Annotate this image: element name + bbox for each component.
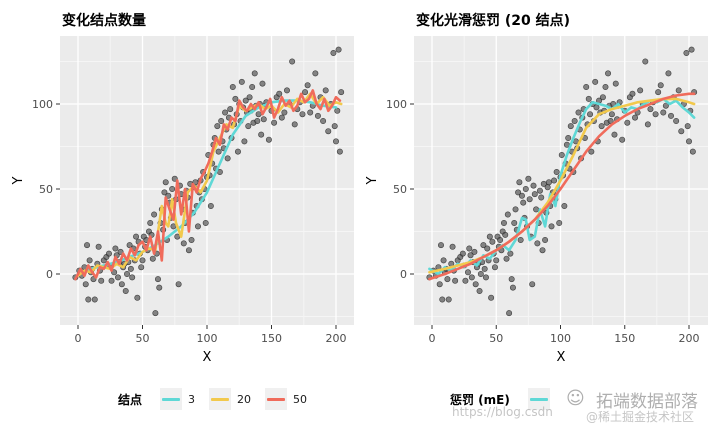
x-tick-label: 200: [326, 332, 347, 345]
x-axis-label: X: [557, 350, 566, 365]
legend-key-3: [160, 388, 183, 410]
swatch-icon: [529, 397, 548, 401]
x-tick-label: 100: [197, 332, 218, 345]
legend-key-50: [265, 388, 288, 410]
y-tick-label: 50: [39, 183, 53, 196]
x-tick-label: 50: [136, 332, 150, 345]
left-chart-title: 变化结点数量: [62, 13, 146, 29]
series-line-50: [74, 89, 342, 281]
left-legend: 结点 3 20 50: [118, 387, 321, 411]
x-tick-label: 100: [550, 332, 571, 345]
legend-title: 结点: [118, 392, 143, 407]
x-tick-label: 50: [489, 332, 503, 345]
y-tick-label: 100: [386, 98, 407, 111]
legend-title: 惩罚 (mE): [450, 392, 510, 407]
x-tick-label: 150: [614, 332, 635, 345]
left-panel: 0 50 100 150 200 0 50 100 X Y: [11, 36, 354, 365]
x-axis-label: X: [203, 350, 212, 365]
swatch-icon: [162, 397, 181, 401]
right-legend: 惩罚 (mE): [450, 387, 556, 411]
x-tick-label: 0: [75, 332, 82, 345]
y-axis-label: Y: [365, 176, 380, 185]
y-tick-label: 0: [46, 268, 53, 281]
series-line-20: [76, 92, 343, 278]
swatch-icon: [211, 397, 230, 401]
legend-label: 50: [293, 392, 308, 406]
y-tick-label: 50: [393, 183, 407, 196]
legend-label: 3: [188, 392, 196, 406]
y-axis-label: Y: [11, 176, 26, 185]
swatch-icon: [267, 397, 286, 401]
x-tick-label: 0: [429, 332, 436, 345]
y-tick-label: 0: [400, 268, 407, 281]
right-panel: 0 50 100 150 200 0 50 100 X Y: [365, 36, 708, 365]
series-line-lambda-large: [428, 92, 696, 281]
x-tick-label: 200: [679, 332, 700, 345]
right-chart-title: 变化光滑惩罚 (20 结点): [416, 13, 571, 29]
legend-key-1: [527, 388, 550, 410]
y-tick-label: 100: [32, 98, 53, 111]
legend-label: 20: [237, 392, 252, 406]
x-tick-label: 150: [261, 332, 282, 345]
legend-key-20: [209, 388, 232, 410]
